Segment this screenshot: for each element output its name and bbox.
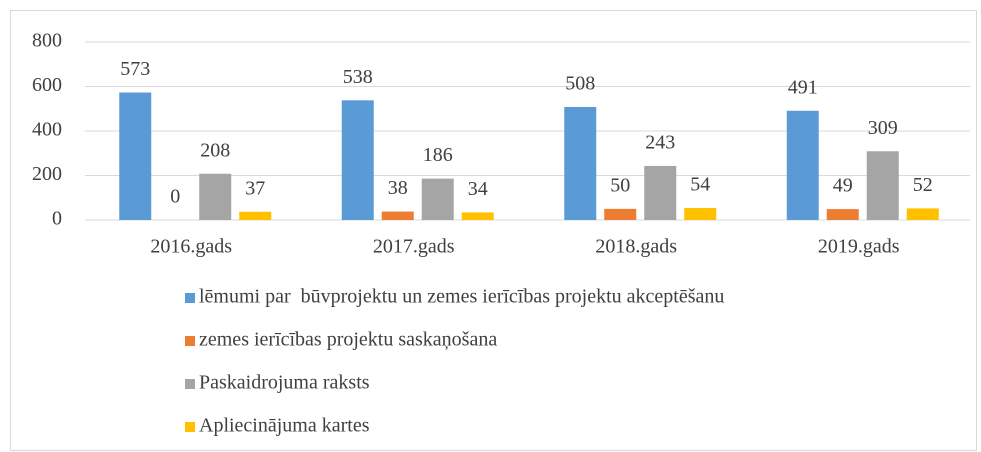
- bar: [786, 110, 819, 220]
- bar: [644, 165, 677, 220]
- data-label: 309: [868, 117, 898, 139]
- bar: [239, 211, 272, 220]
- bar: [421, 178, 454, 220]
- y-tick-label: 600: [32, 74, 62, 96]
- bar: [684, 207, 717, 220]
- bar: [906, 208, 939, 220]
- data-label: 573: [120, 58, 150, 80]
- bar: [461, 212, 494, 220]
- y-tick-label: 800: [32, 30, 62, 52]
- data-label: 37: [245, 177, 265, 199]
- data-label: 0: [170, 186, 180, 208]
- data-label: 34: [468, 178, 488, 200]
- bar: [119, 92, 152, 220]
- legend-label: Paskaidrojuma raksts: [199, 372, 370, 394]
- data-label: 186: [423, 144, 453, 166]
- bar: [199, 173, 232, 220]
- legend-swatch: [185, 379, 195, 389]
- legend-label: Apliecinājuma kartes: [199, 415, 370, 437]
- bar: [564, 106, 597, 220]
- data-label: 50: [610, 174, 630, 196]
- bar: [381, 211, 414, 220]
- data-label: 38: [388, 177, 408, 199]
- y-tick-label: 0: [52, 208, 62, 230]
- legend-swatch: [185, 293, 195, 303]
- data-label: 54: [690, 174, 710, 196]
- y-tick-label: 400: [32, 119, 62, 141]
- x-tick-label: 2018.gads: [595, 236, 677, 258]
- bar: [866, 151, 899, 220]
- chart-frame: [10, 10, 977, 451]
- y-tick-label: 200: [32, 163, 62, 185]
- x-tick-label: 2019.gads: [818, 236, 900, 258]
- bar: [604, 208, 637, 220]
- legend-label: zemes ierīcības projektu saskaņošana: [199, 329, 497, 351]
- data-label: 508: [565, 73, 595, 95]
- bar: [341, 100, 374, 220]
- data-label: 538: [343, 66, 373, 88]
- data-label: 243: [645, 132, 675, 154]
- bar: [826, 209, 859, 220]
- x-tick-label: 2016.gads: [150, 236, 232, 258]
- legend-swatch: [185, 422, 195, 432]
- data-label: 208: [200, 139, 230, 161]
- data-label: 52: [913, 174, 933, 196]
- legend-label: lēmumi par būvprojektu un zemes ierīcība…: [199, 286, 724, 308]
- data-label: 49: [833, 175, 853, 197]
- data-label: 491: [788, 76, 818, 98]
- legend-swatch: [185, 336, 195, 346]
- x-tick-label: 2017.gads: [373, 236, 455, 258]
